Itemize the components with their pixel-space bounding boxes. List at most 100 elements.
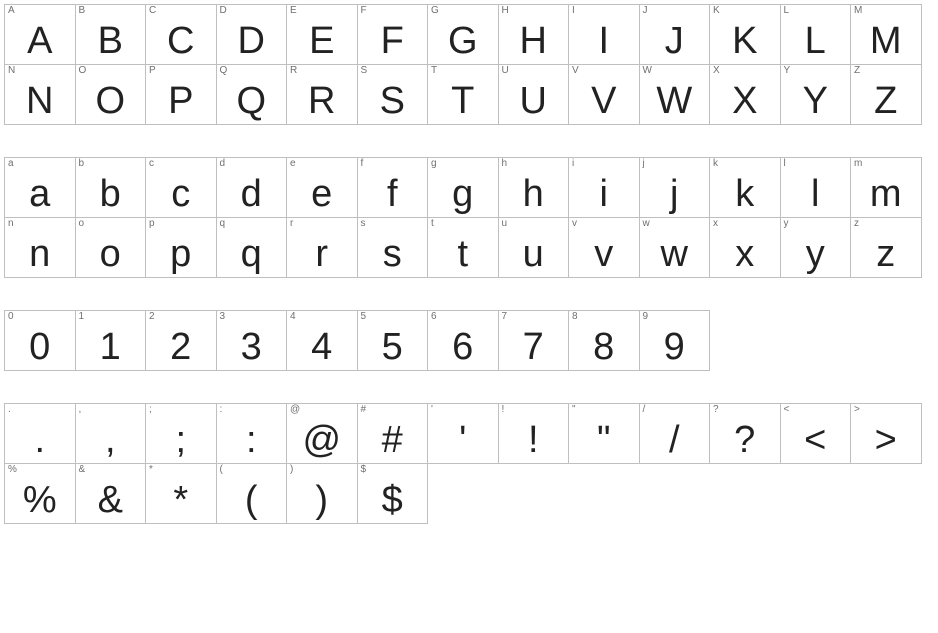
glyph-label: ( <box>220 465 223 475</box>
glyph-label: o <box>79 219 85 229</box>
glyph-cell: << <box>780 403 852 464</box>
glyph-label: z <box>854 219 859 229</box>
glyph: * <box>146 481 216 519</box>
glyph-label: / <box>643 405 646 415</box>
glyph: U <box>499 82 569 120</box>
glyph-cell: cc <box>145 157 217 218</box>
glyph: R <box>287 82 357 120</box>
glyph-label: A <box>8 6 15 16</box>
glyph: q <box>217 235 287 273</box>
glyph-row: NNOOPPQQRRSSTTUUVVWWXXYYZZ <box>4 65 934 125</box>
glyph-row: ..,,;;::@@##''!!""//??<<>> <box>4 403 934 464</box>
glyph: S <box>358 82 428 120</box>
glyph-cell: aa <box>4 157 76 218</box>
glyph: a <box>5 175 75 213</box>
glyph-cell: UU <box>498 64 570 125</box>
glyph-label: s <box>361 219 366 229</box>
glyph: ; <box>146 421 216 459</box>
glyph-cell: MM <box>850 4 922 65</box>
glyph-label: 4 <box>290 312 296 322</box>
glyph-cell: qq <box>216 217 288 278</box>
glyph: 1 <box>76 328 146 366</box>
glyph: , <box>76 421 146 459</box>
glyph-cell: HH <box>498 4 570 65</box>
glyph-label: p <box>149 219 155 229</box>
glyph-label: 0 <box>8 312 14 322</box>
glyph-label: O <box>79 66 87 76</box>
glyph-label: c <box>149 159 154 169</box>
glyph-label: ? <box>713 405 719 415</box>
glyph: x <box>710 235 780 273</box>
glyph-label: 5 <box>361 312 367 322</box>
glyph-label: W <box>643 66 652 76</box>
glyph-cell: CC <box>145 4 217 65</box>
glyph-label: 3 <box>220 312 226 322</box>
glyph-label: T <box>431 66 437 76</box>
glyph-cell: KK <box>709 4 781 65</box>
glyph: 2 <box>146 328 216 366</box>
glyph: H <box>499 22 569 60</box>
glyph-cell: hh <box>498 157 570 218</box>
glyph-label: . <box>8 405 11 415</box>
glyph: g <box>428 175 498 213</box>
glyph-label: : <box>220 405 223 415</box>
glyph: ! <box>499 421 569 459</box>
section-digits: 00112233445566778899 <box>4 310 934 371</box>
glyph-cell: ;; <box>145 403 217 464</box>
glyph-cell: .. <box>4 403 76 464</box>
glyph-cell: XX <box>709 64 781 125</box>
glyph-label: K <box>713 6 720 16</box>
glyph-cell: ## <box>357 403 429 464</box>
glyph: m <box>851 175 921 213</box>
glyph: i <box>569 175 639 213</box>
glyph-cell: (( <box>216 463 288 524</box>
glyph-cell: uu <box>498 217 570 278</box>
glyph-cell: II <box>568 4 640 65</box>
glyph: A <box>5 22 75 60</box>
glyph-cell: gg <box>427 157 499 218</box>
glyph-label: g <box>431 159 437 169</box>
glyph-label: b <box>79 159 85 169</box>
glyph-cell: OO <box>75 64 147 125</box>
glyph-label: N <box>8 66 15 76</box>
glyph-row: 00112233445566778899 <box>4 310 934 371</box>
glyph-cell: vv <box>568 217 640 278</box>
glyph-label: e <box>290 159 296 169</box>
glyph: p <box>146 235 216 273</box>
glyph: < <box>781 421 851 459</box>
glyph-cell: '' <box>427 403 499 464</box>
glyph: e <box>287 175 357 213</box>
glyph-cell: dd <box>216 157 288 218</box>
glyph-label: a <box>8 159 14 169</box>
glyph: G <box>428 22 498 60</box>
glyph: F <box>358 22 428 60</box>
glyph-label: Z <box>854 66 860 76</box>
glyph-label: ' <box>431 405 433 415</box>
glyph-cell: RR <box>286 64 358 125</box>
glyph: X <box>710 82 780 120</box>
glyph-cell: 55 <box>357 310 429 371</box>
glyph: 5 <box>358 328 428 366</box>
glyph-cell: JJ <box>639 4 711 65</box>
glyph-cell: GG <box>427 4 499 65</box>
glyph-label: X <box>713 66 720 76</box>
glyph-label: # <box>361 405 367 415</box>
glyph-cell: ,, <box>75 403 147 464</box>
glyph-label: Y <box>784 66 791 76</box>
glyph: j <box>640 175 710 213</box>
glyph-label: F <box>361 6 367 16</box>
glyph: w <box>640 235 710 273</box>
glyph-cell: ZZ <box>850 64 922 125</box>
glyph-label: V <box>572 66 579 76</box>
glyph-label: d <box>220 159 226 169</box>
glyph-cell: QQ <box>216 64 288 125</box>
glyph-label: q <box>220 219 226 229</box>
section-lowercase: aabbccddeeffgghhiijjkkllmmnnooppqqrrsstt… <box>4 157 934 278</box>
glyph-label: I <box>572 6 575 16</box>
glyph-cell: EE <box>286 4 358 65</box>
glyph-label: Q <box>220 66 228 76</box>
glyph-cell: yy <box>780 217 852 278</box>
section-symbols: ..,,;;::@@##''!!""//??<<>>%%&&**(())$$ <box>4 403 934 524</box>
glyph: c <box>146 175 216 213</box>
glyph: h <box>499 175 569 213</box>
